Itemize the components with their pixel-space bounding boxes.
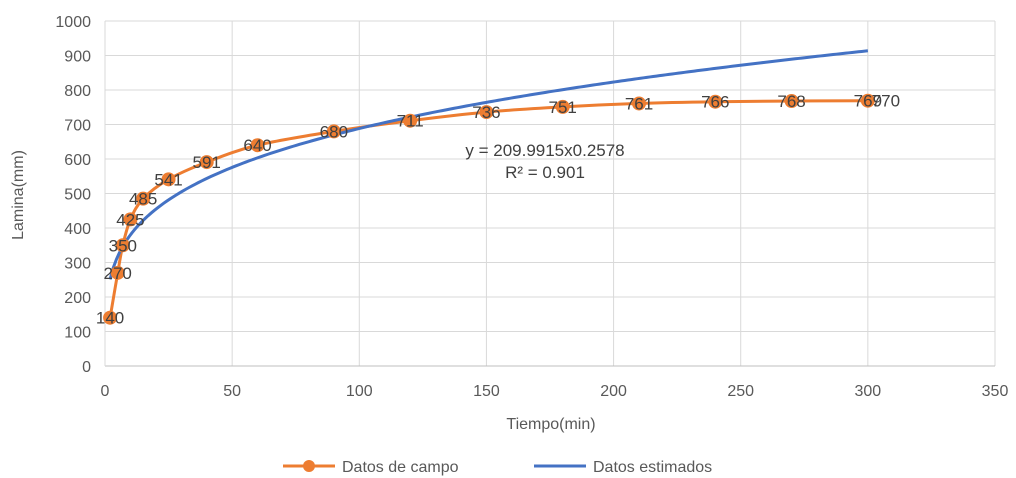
- x-tick-label: 0: [101, 383, 110, 400]
- x-tick-label: 100: [346, 383, 373, 400]
- y-axis-title: Lamina(mm): [10, 150, 27, 240]
- series-line-datos-de-campo: [108, 99, 868, 318]
- data-point-datos-de-campo: [632, 96, 646, 111]
- x-tick-label: 150: [473, 383, 500, 400]
- data-label: 766: [701, 93, 729, 112]
- y-tick-label: 400: [64, 221, 91, 238]
- data-label: 350: [109, 236, 137, 255]
- data-point-datos-de-campo: [860, 93, 875, 108]
- data-point-datos-de-campo: [110, 265, 125, 280]
- data-point-datos-de-campo: [784, 94, 799, 109]
- legend-item-datos-estimados[interactable]: Datos estimados: [534, 459, 712, 476]
- data-label: 640: [243, 136, 271, 155]
- x-tick-label: 250: [727, 383, 754, 400]
- data-label: 680: [320, 122, 348, 141]
- series-line-datos-estimados: [108, 49, 869, 280]
- data-point-datos-de-campo: [161, 172, 176, 187]
- y-tick-label: 700: [64, 118, 91, 135]
- legend-item-datos-de-campo[interactable]: Datos de campo: [283, 459, 459, 476]
- y-tick-label: 500: [64, 187, 91, 204]
- data-label: 485: [129, 190, 157, 209]
- data-label: 736: [472, 103, 500, 122]
- trendline-equation: y = 209.9915x0.2578: [465, 141, 624, 160]
- y-tick-label: 300: [64, 256, 91, 273]
- data-point-datos-de-campo: [555, 99, 570, 114]
- data-point-datos-de-campo: [326, 124, 341, 139]
- y-tick-label: 600: [64, 152, 91, 169]
- y-tick-label: 200: [64, 290, 91, 307]
- x-tick-label: 50: [223, 383, 241, 400]
- data-point-datos-de-campo: [403, 113, 418, 128]
- data-label: 541: [154, 170, 182, 189]
- legend: Datos de campo Datos estimados: [283, 459, 712, 476]
- y-tick-label: 100: [64, 325, 91, 342]
- data-label: 711: [397, 112, 424, 131]
- y-tick-label: 1000: [55, 14, 91, 31]
- gridlines: [105, 20, 996, 366]
- data-label: 761: [625, 94, 653, 113]
- y-tick-label: 900: [64, 49, 91, 66]
- x-tick-label: 300: [855, 383, 882, 400]
- data-point-datos-de-campo: [136, 191, 151, 206]
- data-label: 768: [777, 92, 805, 111]
- data-point-datos-de-campo: [479, 105, 494, 120]
- data-label: 591: [193, 153, 221, 172]
- trendline-r-squared: R² = 0.901: [505, 163, 585, 182]
- data-label: 769: [854, 92, 882, 111]
- y-tick-label: 0: [82, 359, 91, 376]
- legend-swatch-marker-campo: [303, 460, 315, 472]
- y-tick-label: 800: [64, 83, 91, 100]
- tick-labels: 0 100 200 300 400 500 600 700 800 900 1000 0 50 100 15…: [55, 14, 1008, 400]
- x-axis-title: Tiempo(min): [506, 416, 595, 433]
- data-point-datos-de-campo: [123, 212, 138, 227]
- x-tick-label: 350: [982, 383, 1009, 400]
- data-label: 425: [116, 210, 144, 229]
- legend-label-campo: Datos de campo: [342, 459, 459, 476]
- data-point-datos-de-campo: [115, 238, 130, 253]
- data-label-extra: 770: [872, 92, 900, 111]
- data-label: 270: [104, 264, 132, 283]
- data-label: 751: [549, 98, 577, 117]
- legend-label-estimados: Datos estimados: [593, 459, 712, 476]
- data-point-datos-de-campo: [250, 138, 265, 153]
- data-label: 140: [96, 309, 124, 328]
- data-point-datos-de-campo: [708, 94, 723, 109]
- axes: [104, 21, 995, 367]
- data-point-datos-de-campo: [103, 310, 118, 325]
- x-tick-label: 200: [600, 383, 627, 400]
- data-point-datos-de-campo: [199, 155, 214, 170]
- series: [103, 49, 875, 325]
